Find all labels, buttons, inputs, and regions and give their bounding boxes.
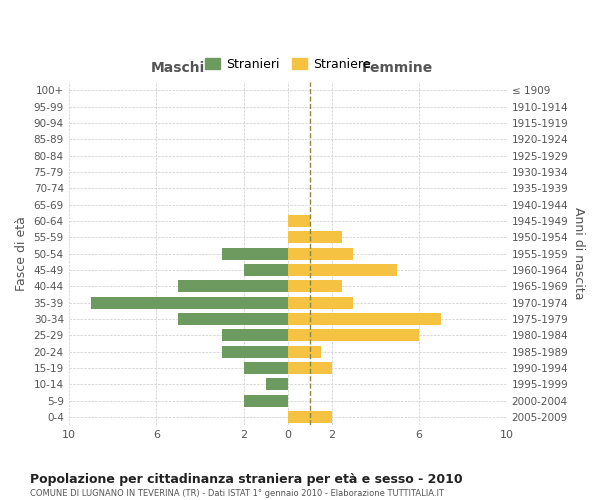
Text: Femmine: Femmine — [362, 62, 433, 76]
Bar — [287, 215, 310, 227]
Bar — [287, 231, 343, 243]
Bar — [287, 346, 320, 358]
Bar — [287, 248, 353, 260]
Bar — [244, 362, 287, 374]
Bar — [287, 362, 331, 374]
Bar — [244, 394, 287, 407]
Bar — [91, 296, 287, 309]
Bar — [178, 313, 287, 325]
Bar — [222, 248, 287, 260]
Text: Popolazione per cittadinanza straniera per età e sesso - 2010: Popolazione per cittadinanza straniera p… — [30, 472, 463, 486]
Bar — [287, 264, 397, 276]
Y-axis label: Fasce di età: Fasce di età — [15, 216, 28, 291]
Y-axis label: Anni di nascita: Anni di nascita — [572, 208, 585, 300]
Bar — [222, 329, 287, 342]
Text: Maschi: Maschi — [151, 62, 205, 76]
Text: COMUNE DI LUGNANO IN TEVERINA (TR) - Dati ISTAT 1° gennaio 2010 - Elaborazione T: COMUNE DI LUGNANO IN TEVERINA (TR) - Dat… — [30, 489, 444, 498]
Bar — [222, 346, 287, 358]
Bar — [266, 378, 287, 390]
Bar — [178, 280, 287, 292]
Bar — [287, 329, 419, 342]
Bar — [287, 296, 353, 309]
Bar — [244, 264, 287, 276]
Bar — [287, 313, 441, 325]
Bar — [287, 280, 343, 292]
Bar — [287, 411, 331, 423]
Legend: Stranieri, Straniere: Stranieri, Straniere — [201, 54, 374, 74]
